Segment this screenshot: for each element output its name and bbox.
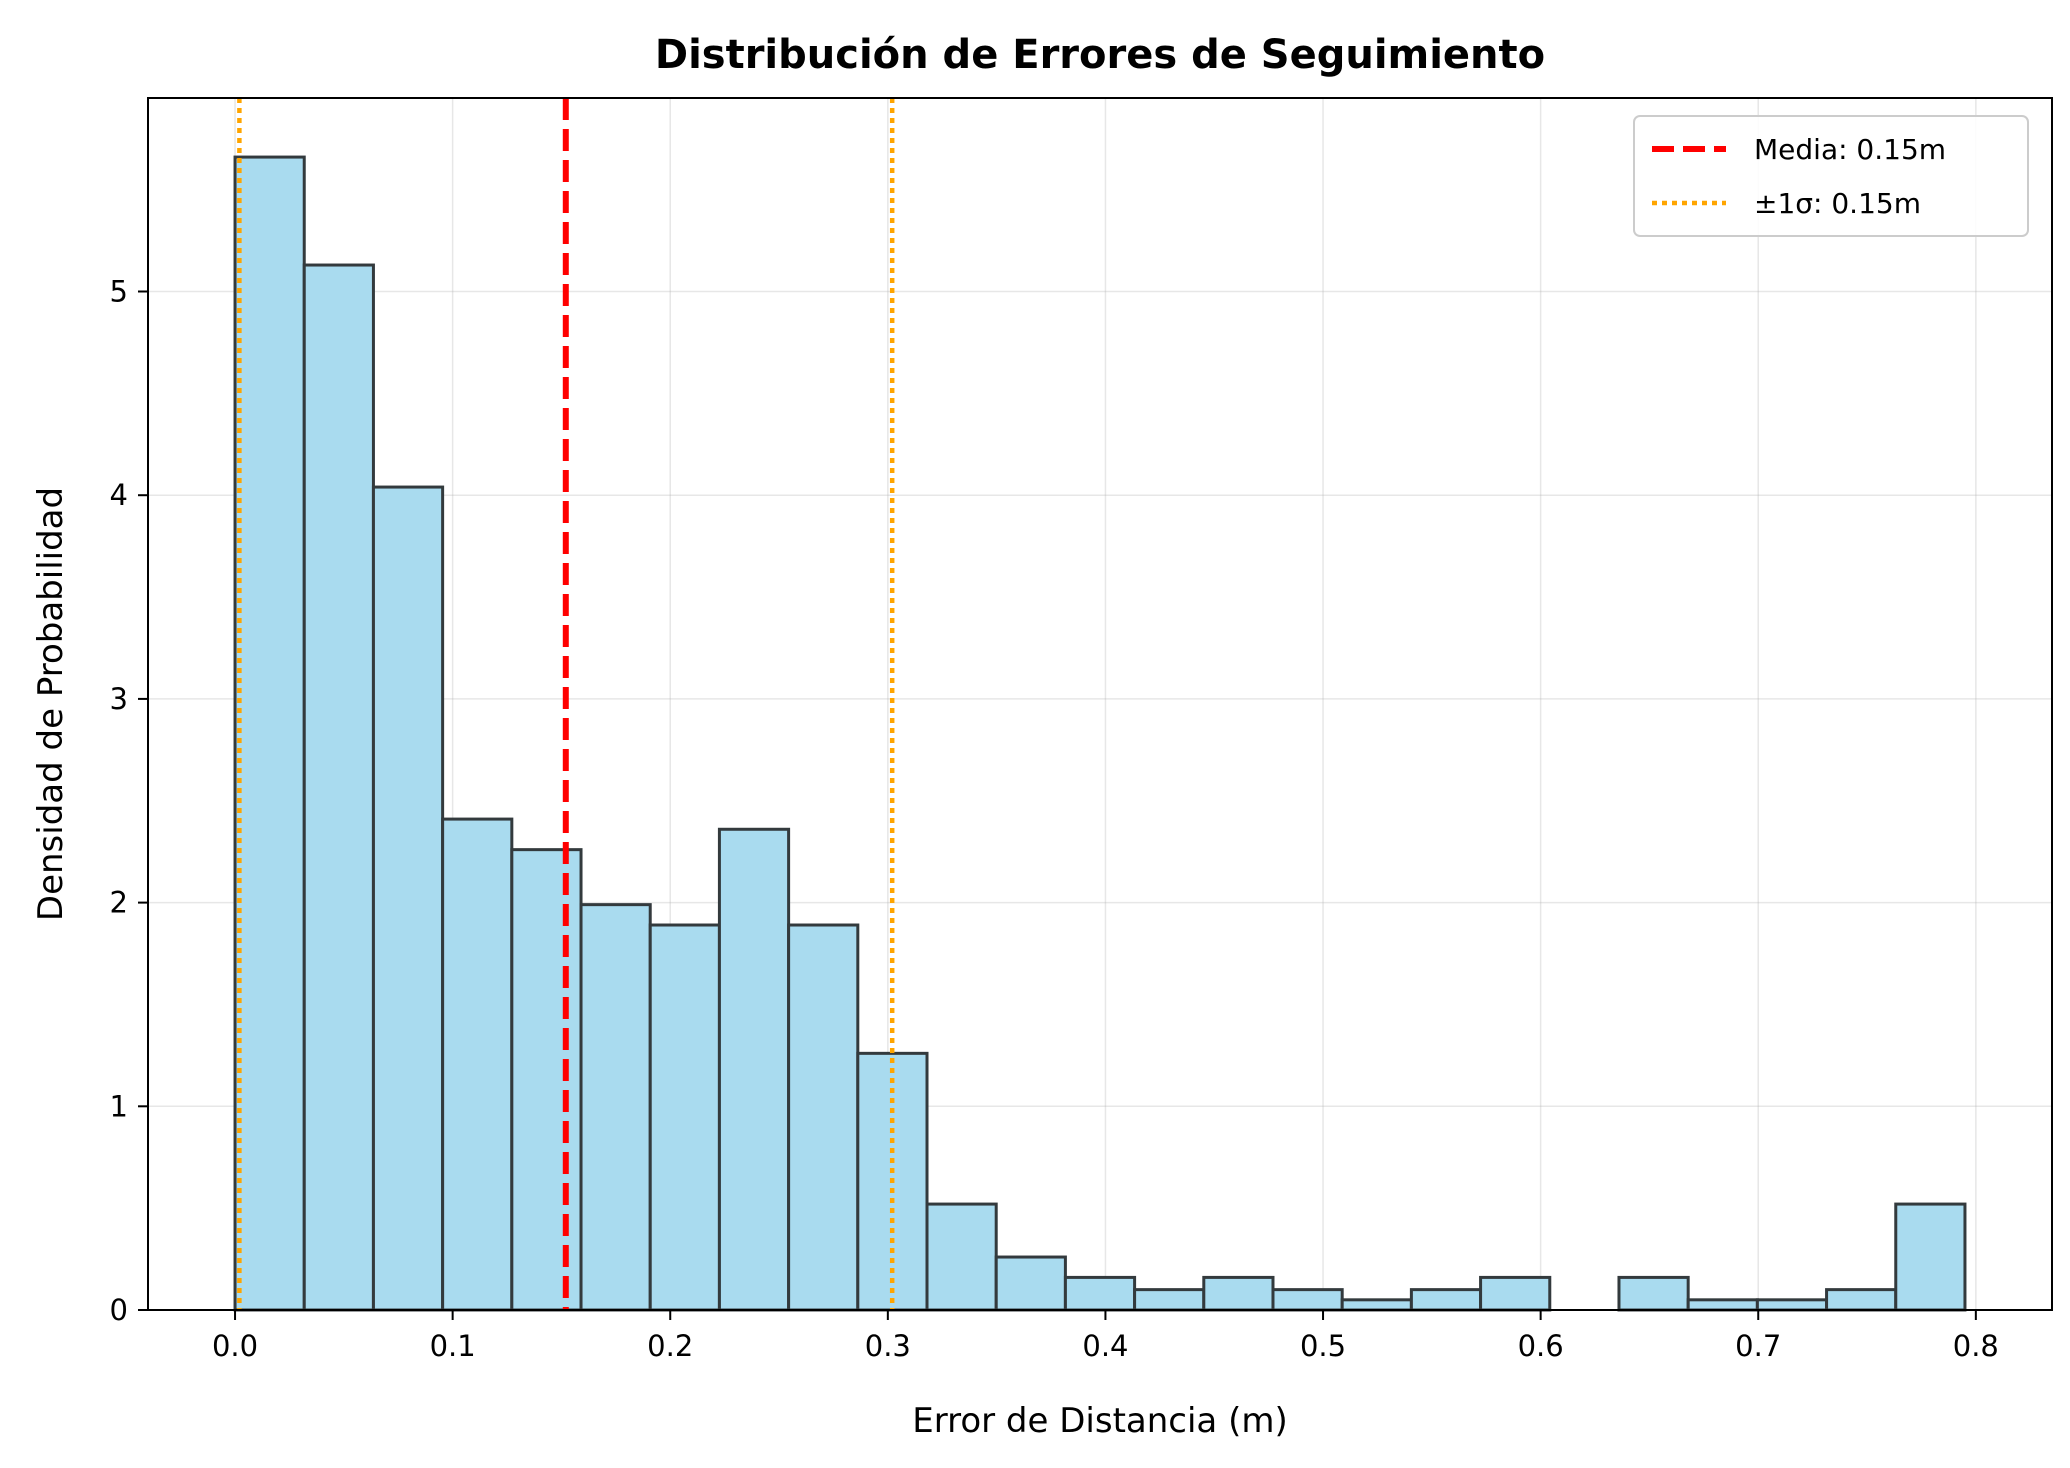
histogram-bar xyxy=(1755,1298,1829,1312)
y-tick-label: 2 xyxy=(110,886,128,920)
histogram-bar xyxy=(925,1202,998,1312)
x-tick-label: 0.8 xyxy=(1953,1329,1999,1363)
histogram-bar xyxy=(717,827,791,1312)
legend: Media: 0.15m ±1σ: 0.15m xyxy=(1633,115,2029,237)
legend-sigma-label: ±1σ: 0.15m xyxy=(1754,187,1921,220)
histogram-bar xyxy=(233,155,306,1312)
histogram-bar xyxy=(1686,1298,1759,1312)
histogram-bar xyxy=(1479,1275,1552,1312)
histogram-bar xyxy=(1825,1288,1898,1312)
histogram-bar xyxy=(302,263,375,1312)
histogram-bar xyxy=(1894,1202,1967,1312)
histogram-bar xyxy=(371,485,445,1312)
x-tick-label: 0.2 xyxy=(647,1329,693,1363)
y-tick-label: 5 xyxy=(110,275,128,309)
x-axis-label: Error de Distancia (m) xyxy=(912,1401,1287,1441)
y-tick-label: 3 xyxy=(110,682,128,716)
histogram-bar xyxy=(1133,1288,1206,1312)
legend-mean-label: Media: 0.15m xyxy=(1754,133,1946,166)
histogram-bar xyxy=(1202,1275,1275,1312)
histogram-bar xyxy=(579,903,652,1312)
x-tick-label: 0.5 xyxy=(1300,1329,1346,1363)
y-tick-label: 4 xyxy=(110,478,128,512)
x-tick-label: 0.1 xyxy=(430,1329,476,1363)
chart-title: Distribución de Errores de Seguimiento xyxy=(655,32,1545,78)
x-tick-label: 0.0 xyxy=(212,1329,258,1363)
y-axis-label: Densidad de Probabilidad xyxy=(31,487,71,921)
y-tick-label: 1 xyxy=(110,1089,128,1123)
x-tick-label: 0.4 xyxy=(1082,1329,1128,1363)
reference-lines xyxy=(237,98,895,1310)
y-tick-label: 0 xyxy=(110,1293,128,1327)
x-tick-label: 0.7 xyxy=(1735,1329,1781,1363)
histogram-bar xyxy=(1063,1275,1137,1312)
histogram-bar xyxy=(1617,1275,1690,1312)
histogram-bar xyxy=(441,817,514,1312)
x-tick-label: 0.3 xyxy=(865,1329,911,1363)
histogram-bar xyxy=(1271,1288,1344,1312)
histogram-bar xyxy=(510,848,583,1312)
x-tick-label: 0.6 xyxy=(1518,1329,1564,1363)
plot-frame xyxy=(147,97,2053,1311)
histogram-bars xyxy=(233,155,1967,1312)
histogram-bar xyxy=(994,1255,1067,1312)
histogram-bar xyxy=(787,923,860,1312)
axis-ticks: 0.0 0.1 0.2 0.3 0.4 0.5 0.6 0.7 0.8 0 1 2 3 4 5 xyxy=(110,275,1999,1363)
histogram-bar xyxy=(1409,1288,1483,1312)
histogram-bar xyxy=(1340,1298,1413,1312)
legend-box xyxy=(1633,115,2029,237)
histogram-bar xyxy=(648,923,721,1312)
